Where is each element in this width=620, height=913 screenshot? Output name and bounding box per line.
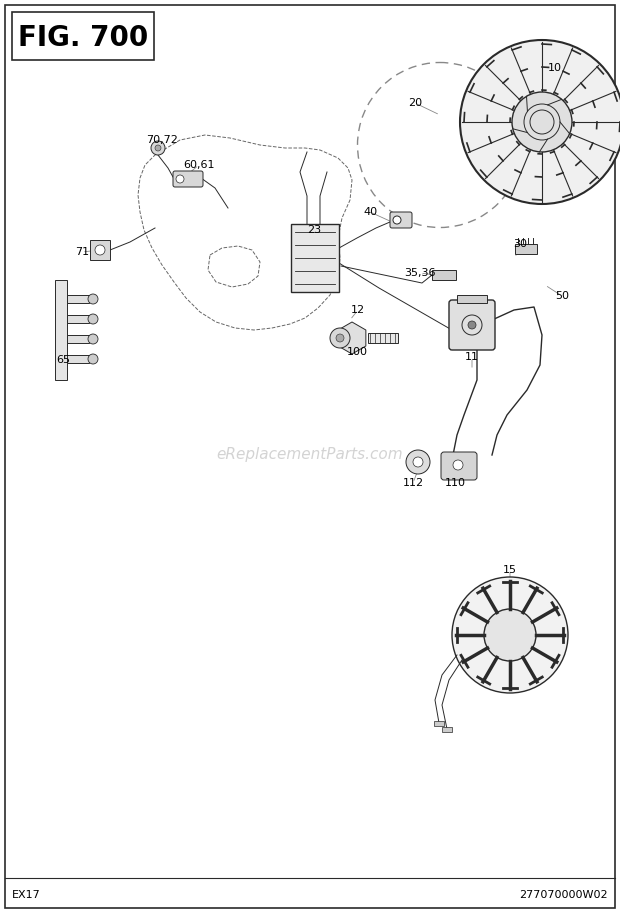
Text: EX17: EX17 — [12, 890, 41, 900]
Circle shape — [413, 457, 423, 467]
Text: 15: 15 — [503, 565, 517, 575]
Text: 30: 30 — [513, 239, 527, 249]
Text: 10: 10 — [548, 63, 562, 73]
Bar — [55, 280, 67, 380]
Text: 35,36: 35,36 — [404, 268, 436, 278]
Bar — [291, 224, 339, 292]
Bar — [457, 295, 487, 303]
Text: 20: 20 — [408, 98, 422, 108]
Bar — [442, 727, 452, 732]
Bar — [12, 12, 154, 60]
Bar — [67, 335, 89, 343]
Bar — [67, 295, 89, 303]
Text: 40: 40 — [363, 207, 377, 217]
Circle shape — [176, 175, 184, 183]
Bar — [434, 721, 444, 726]
FancyBboxPatch shape — [441, 452, 477, 480]
Circle shape — [151, 141, 165, 155]
Circle shape — [88, 354, 98, 364]
Text: 50: 50 — [555, 291, 569, 301]
Circle shape — [512, 92, 572, 152]
Text: 23: 23 — [307, 225, 321, 235]
Circle shape — [468, 321, 476, 329]
Text: 70,72: 70,72 — [146, 135, 178, 145]
Circle shape — [88, 294, 98, 304]
Bar — [368, 333, 398, 343]
Text: 65: 65 — [56, 355, 70, 365]
Text: 71: 71 — [75, 247, 89, 257]
Bar — [90, 240, 110, 260]
Bar — [67, 315, 89, 323]
Circle shape — [460, 40, 620, 204]
Text: eReplacementParts.com: eReplacementParts.com — [216, 447, 404, 463]
Text: 11: 11 — [465, 352, 479, 362]
Bar — [432, 270, 456, 280]
Circle shape — [406, 450, 430, 474]
FancyBboxPatch shape — [390, 212, 412, 228]
Circle shape — [393, 216, 401, 224]
Circle shape — [88, 314, 98, 324]
Text: 277070000W02: 277070000W02 — [520, 890, 608, 900]
FancyBboxPatch shape — [173, 171, 203, 187]
Bar — [67, 355, 89, 363]
Text: 112: 112 — [402, 478, 423, 488]
Circle shape — [95, 245, 105, 255]
FancyBboxPatch shape — [449, 300, 495, 350]
Circle shape — [453, 460, 463, 470]
Text: 12: 12 — [351, 305, 365, 315]
Text: FIG. 700: FIG. 700 — [18, 24, 148, 52]
Circle shape — [452, 577, 568, 693]
Circle shape — [484, 609, 536, 661]
Circle shape — [155, 145, 161, 151]
Bar — [515, 244, 537, 254]
Circle shape — [336, 334, 344, 342]
Circle shape — [330, 328, 350, 348]
Circle shape — [88, 334, 98, 344]
Text: 60,61: 60,61 — [184, 160, 215, 170]
Text: 100: 100 — [347, 347, 368, 357]
Text: 110: 110 — [445, 478, 466, 488]
Polygon shape — [338, 322, 366, 354]
